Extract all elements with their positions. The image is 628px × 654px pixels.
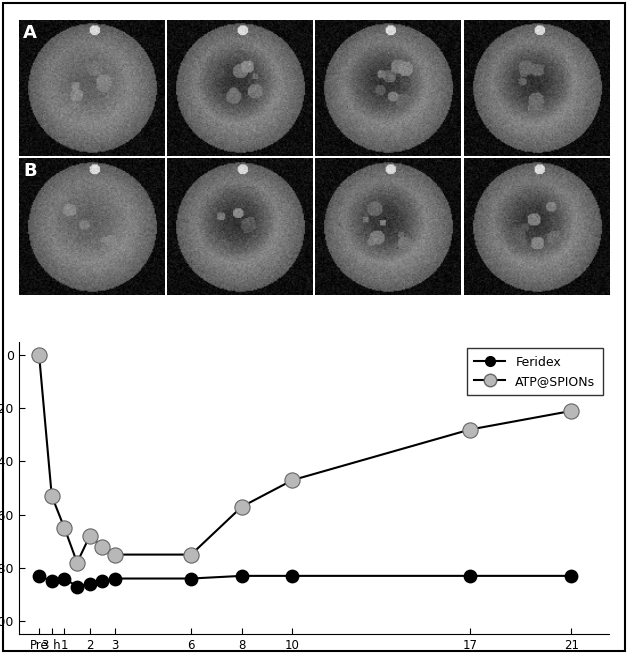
Point (34, 350, 44, 360)
Point (97, 542, 107, 552)
Legend: Feridex, ATP@SPIONs: Feridex, ATP@SPIONs (467, 348, 603, 395)
Point (72, 557, 82, 568)
Point (60, 523, 70, 533)
Point (288, 571, 298, 581)
Point (46, 576, 57, 587)
Point (110, 574, 120, 584)
Point (60, 574, 70, 584)
Point (566, 405, 576, 416)
Text: After 21 d: After 21 d (504, 305, 566, 318)
Point (288, 475, 298, 485)
Point (237, 571, 247, 581)
Point (237, 502, 247, 512)
Text: B: B (23, 162, 37, 181)
Text: A: A (23, 24, 37, 42)
Point (465, 571, 475, 581)
Point (72, 581, 82, 592)
Point (46, 491, 57, 502)
Point (465, 424, 475, 435)
Point (85, 531, 95, 542)
Point (85, 579, 95, 589)
Point (34, 571, 44, 581)
Point (110, 549, 120, 560)
Text: After 6 d: After 6 d (361, 305, 414, 318)
Text: Pre: Pre (83, 305, 102, 318)
Text: After 1 d: After 1 d (214, 305, 267, 318)
Point (186, 549, 196, 560)
Point (566, 571, 576, 581)
Point (186, 574, 196, 584)
Point (97, 576, 107, 587)
